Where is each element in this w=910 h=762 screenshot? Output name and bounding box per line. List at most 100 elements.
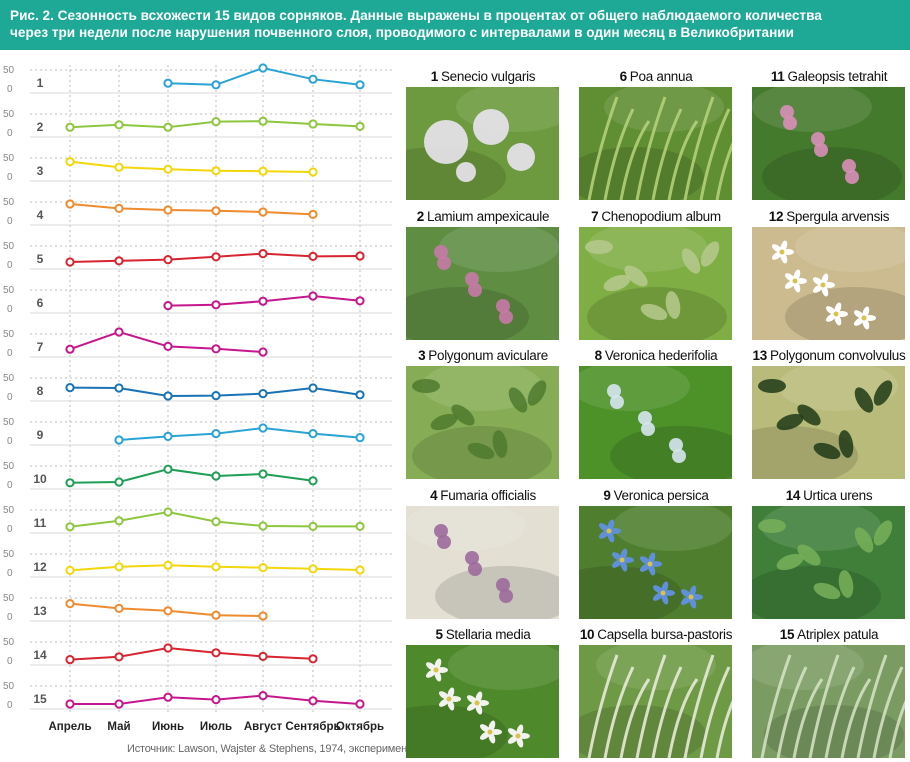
data-point	[65, 522, 75, 532]
data-point	[114, 203, 124, 213]
y-tick-50: 50	[3, 593, 15, 604]
photo-shadow	[762, 147, 902, 200]
data-point	[163, 643, 173, 653]
grass-blade	[635, 654, 667, 758]
data-point	[114, 562, 124, 572]
species-name: Poa annua	[629, 69, 693, 84]
grass-blade	[587, 654, 619, 758]
data-point	[114, 162, 124, 172]
seed-puff	[424, 120, 468, 164]
photo-shadow	[579, 566, 683, 619]
series-number-label: 14	[33, 648, 47, 662]
x-tick-label: Сентябрь	[285, 721, 340, 733]
petal	[609, 528, 621, 534]
data-point	[65, 383, 75, 393]
data-point	[308, 654, 318, 664]
species-photo	[406, 645, 559, 758]
species-name: Senecio vulgaris	[440, 69, 536, 84]
petal	[438, 691, 450, 700]
series-line-10	[69, 468, 314, 484]
species-photo	[752, 645, 905, 758]
y-tick-0: 0	[7, 480, 13, 491]
data-point	[65, 478, 75, 488]
species-number: 9	[603, 488, 611, 503]
data-point	[308, 696, 318, 706]
species-card: 3 Polygonum aviculare	[406, 346, 560, 479]
grass-blade	[651, 666, 683, 758]
series-line-3	[69, 160, 314, 173]
flower-center	[619, 557, 625, 563]
flower-blossom	[780, 105, 794, 119]
petal	[449, 696, 461, 702]
data-point	[163, 122, 173, 132]
flower-center	[474, 700, 480, 706]
petal	[598, 523, 610, 532]
data-point	[211, 517, 221, 527]
y-tick-0: 0	[7, 568, 13, 579]
flower-center	[688, 594, 694, 600]
data-point	[65, 344, 75, 354]
flower-blossom	[437, 535, 451, 549]
data-point	[163, 78, 173, 88]
data-point	[258, 116, 268, 126]
species-name: Chenopodium album	[601, 209, 721, 224]
y-tick-0: 0	[7, 656, 13, 667]
photo-highlight	[604, 87, 724, 132]
data-point	[163, 431, 173, 441]
petal	[477, 700, 489, 706]
species-number: 7	[591, 209, 599, 224]
leaf-shape	[640, 303, 668, 321]
petal	[620, 559, 628, 572]
photo-highlight	[795, 227, 905, 272]
species-card: 15 Atriplex patula	[752, 625, 906, 758]
species-number: 2	[416, 209, 425, 224]
flower-blossom	[607, 384, 621, 398]
species-name: Veronica persica	[613, 488, 709, 503]
leaf-shape	[492, 430, 508, 458]
data-point	[308, 429, 318, 439]
species-photo	[752, 87, 905, 200]
petal	[780, 251, 788, 264]
species-name: Atriplex patula	[797, 627, 879, 642]
species-card: 4 Fumaria officialis	[406, 486, 560, 619]
series-number-label: 5	[37, 252, 44, 266]
leaf-shape	[797, 544, 821, 566]
petal	[447, 687, 455, 700]
species-name: Lamium ampexicaule	[427, 209, 550, 224]
grass-blade	[603, 666, 635, 758]
data-point	[355, 433, 365, 443]
data-point	[65, 257, 75, 267]
y-tick-0: 0	[7, 348, 13, 359]
leaf-shape	[797, 404, 821, 426]
series-line-9	[118, 426, 361, 441]
grass-blade	[808, 654, 840, 758]
species-photo	[406, 87, 559, 200]
data-point	[355, 296, 365, 306]
data-point	[114, 652, 124, 662]
species-photo	[752, 506, 905, 619]
species-card: 13 Polygonum convolvulus	[752, 346, 906, 479]
petal	[784, 273, 796, 282]
petal	[853, 317, 865, 326]
species-card: 1 Senecio vulgaris	[406, 67, 560, 200]
species-label: 14 Urtica urens	[752, 486, 906, 506]
photo-shadow	[764, 705, 904, 758]
petal	[821, 273, 829, 286]
petal	[652, 585, 664, 594]
data-point	[258, 521, 268, 531]
y-tick-0: 0	[7, 304, 13, 315]
petal	[661, 592, 669, 605]
series-number-label: 10	[33, 472, 47, 486]
species-number: 8	[594, 348, 603, 363]
series-number-label: 15	[33, 692, 47, 706]
data-point	[65, 699, 75, 709]
species-name: Polygonum convolvulus	[769, 348, 906, 363]
species-photo	[579, 87, 732, 200]
species-number: 3	[418, 348, 426, 363]
data-point	[163, 606, 173, 616]
grass-blade	[651, 108, 683, 200]
data-point	[211, 429, 221, 439]
petal	[479, 724, 491, 733]
data-point	[65, 199, 75, 209]
species-label: 10 Capsella bursa-pastoris	[579, 625, 733, 645]
